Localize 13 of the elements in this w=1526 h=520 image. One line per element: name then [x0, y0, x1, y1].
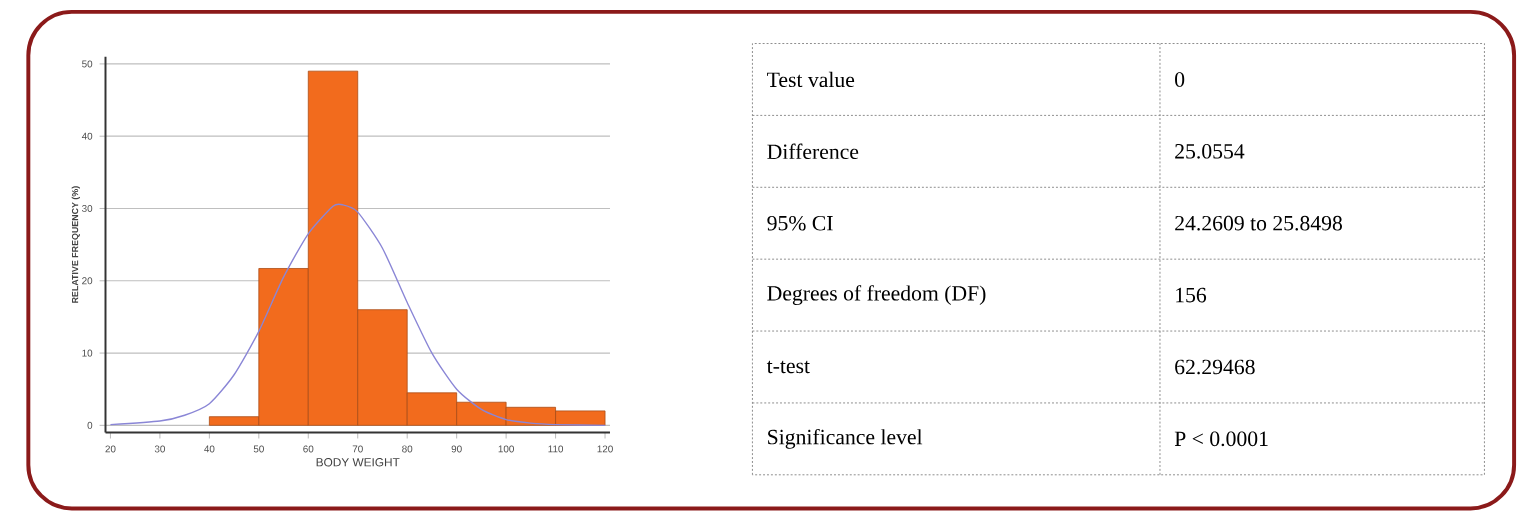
text: 25.0554 [1175, 143, 1245, 159]
text: Degrees of freedom (DF) [767, 284, 986, 305]
text: t-test [766, 360, 810, 374]
line-series [109, 203, 606, 426]
text: 62.29468 [1175, 359, 1255, 375]
text: Significance level [768, 428, 923, 449]
text: Test value [767, 71, 855, 87]
text: 0 [1175, 72, 1185, 87]
text: 95% CI [767, 215, 833, 231]
text: P < 0.0001 [1174, 431, 1268, 447]
text: Difference [767, 143, 859, 159]
text: 156 [1176, 287, 1207, 303]
text: 24.2609 to 25.8498 [1175, 215, 1342, 231]
